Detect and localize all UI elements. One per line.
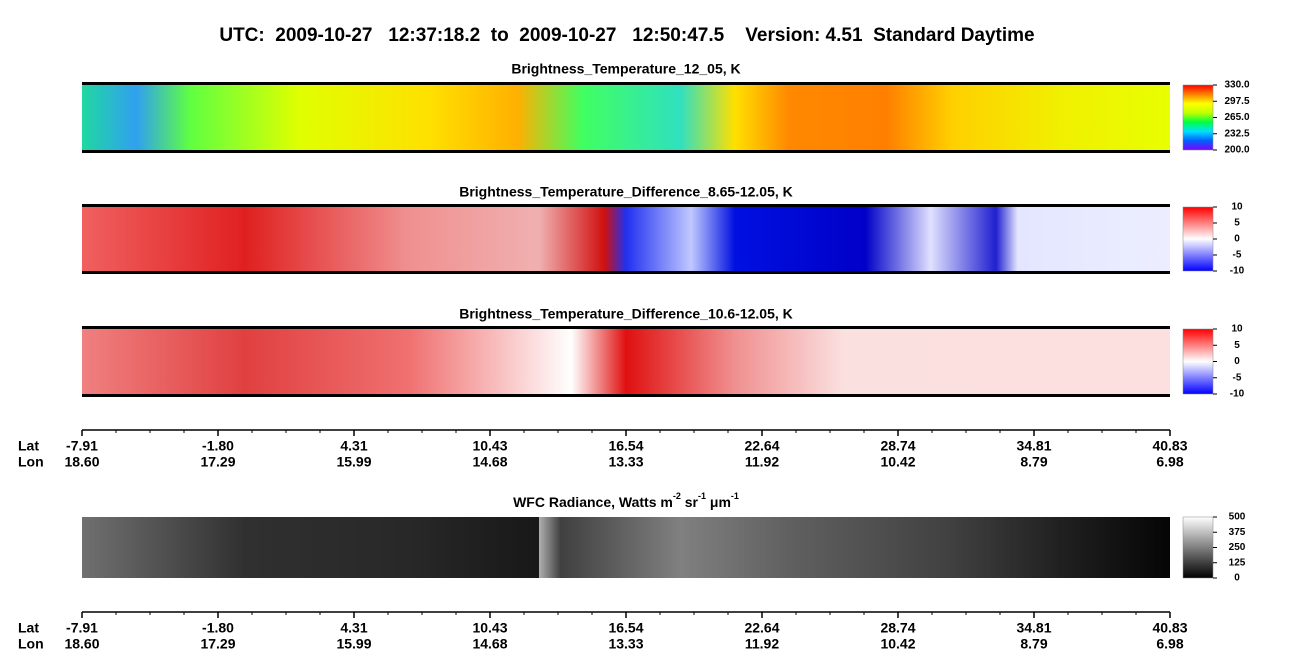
lon-label: 11.92 [745, 636, 779, 652]
lon-label: 14.68 [472, 636, 507, 652]
heatmap-image [82, 85, 1170, 150]
lat-label: 22.64 [744, 620, 779, 636]
colorbar-tick-label: 0 [1234, 356, 1240, 367]
colorbar [1182, 328, 1214, 395]
scan-edge [82, 82, 1170, 85]
lon-label: 8.79 [1020, 636, 1047, 652]
colorbar-tick-label: 250 [1229, 542, 1246, 553]
lat-label: -1.80 [202, 438, 234, 454]
lat-label: 4.31 [340, 620, 367, 636]
axis-name: Lon [18, 636, 44, 652]
lat-label: 10.43 [472, 438, 507, 454]
page-title: UTC: 2009-10-27 12:37:18.2 to 2009-10-27… [219, 25, 1034, 46]
lon-label: 15.99 [336, 454, 371, 470]
lat-label: 22.64 [744, 438, 779, 454]
lat-label: 28.74 [880, 438, 915, 454]
panel-title: Brightness_Temperature_Difference_8.65-1… [459, 184, 793, 200]
colorbar-tick-label: 0 [1234, 573, 1240, 584]
lat-label: -1.80 [202, 620, 234, 636]
title-part: sr [681, 494, 699, 510]
lat-label: 10.43 [472, 620, 507, 636]
title-superscript: -2 [673, 491, 681, 501]
lon-label: 18.60 [64, 454, 99, 470]
colorbar-tick-label: -10 [1230, 389, 1245, 400]
lat-label: 28.74 [880, 620, 915, 636]
lon-label: 13.33 [608, 636, 643, 652]
colorbar-tick-label: -5 [1233, 372, 1242, 383]
lon-label: 17.29 [200, 454, 235, 470]
lon-label: 10.42 [880, 636, 915, 652]
lon-label: 10.42 [880, 454, 915, 470]
lon-label: 8.79 [1020, 454, 1047, 470]
panel-title: Brightness_Temperature_12_05, K [511, 61, 740, 77]
colorbar-tick-label: -5 [1233, 250, 1242, 261]
lat-label: 34.81 [1016, 620, 1051, 636]
colorbar-tick-label: 330.0 [1224, 80, 1249, 91]
lon-label: 13.33 [608, 454, 643, 470]
colorbar-tick-label: 5 [1234, 218, 1240, 229]
lat-label: 16.54 [608, 438, 643, 454]
colorbar-tick-label: 500 [1229, 512, 1246, 523]
lat-label: 34.81 [1016, 438, 1051, 454]
lat-label: 16.54 [608, 620, 643, 636]
scan-edge [82, 150, 1170, 153]
colorbar-tick-label: 0 [1234, 234, 1240, 245]
axis-name: Lat [18, 438, 39, 454]
heatmap-image [82, 517, 1170, 578]
title-part: μm [706, 494, 731, 510]
lon-label: 17.29 [200, 636, 235, 652]
colorbar-tick-label: 10 [1231, 324, 1243, 335]
lon-label: 6.98 [1156, 454, 1183, 470]
colorbar [1182, 84, 1214, 151]
lat-label: -7.91 [66, 620, 98, 636]
colorbar-tick-label: 5 [1234, 340, 1240, 351]
title-superscript: -1 [731, 491, 739, 501]
lat-label: 4.31 [340, 438, 367, 454]
title-superscript: -1 [698, 491, 706, 501]
colorbar-tick-label: 10 [1231, 202, 1243, 213]
colorbar-tick-label: 232.5 [1224, 128, 1249, 139]
colorbar-tick-label: 200.0 [1224, 145, 1249, 156]
colorbar-tick-label: 265.0 [1224, 112, 1249, 123]
colorbar [1182, 516, 1214, 579]
lat-label: -7.91 [66, 438, 98, 454]
colorbar-tick-label: -10 [1230, 266, 1245, 277]
colorbar-tick-label: 297.5 [1224, 96, 1249, 107]
scan-edge [82, 204, 1170, 207]
panel-title: WFC Radiance, Watts m-2 sr-1 μm-1 [513, 491, 739, 509]
colorbar-tick-label: 125 [1229, 557, 1246, 568]
axis-name: Lon [18, 454, 44, 470]
lon-label: 15.99 [336, 636, 371, 652]
lon-label: 11.92 [745, 454, 779, 470]
panel-title: Brightness_Temperature_Difference_10.6-1… [459, 306, 793, 322]
colorbar [1182, 206, 1214, 272]
scan-edge [82, 271, 1170, 274]
heatmap-image [82, 207, 1170, 271]
title-part: WFC Radiance, Watts m [513, 494, 673, 510]
lat-label: 40.83 [1152, 620, 1187, 636]
colorbar-tick-label: 375 [1229, 527, 1246, 538]
scan-edge [82, 394, 1170, 397]
lon-label: 6.98 [1156, 636, 1183, 652]
heatmap-image [82, 329, 1170, 394]
scan-edge [82, 326, 1170, 329]
lon-label: 14.68 [472, 454, 507, 470]
lat-label: 40.83 [1152, 438, 1187, 454]
lon-label: 18.60 [64, 636, 99, 652]
axis-name: Lat [18, 620, 39, 636]
